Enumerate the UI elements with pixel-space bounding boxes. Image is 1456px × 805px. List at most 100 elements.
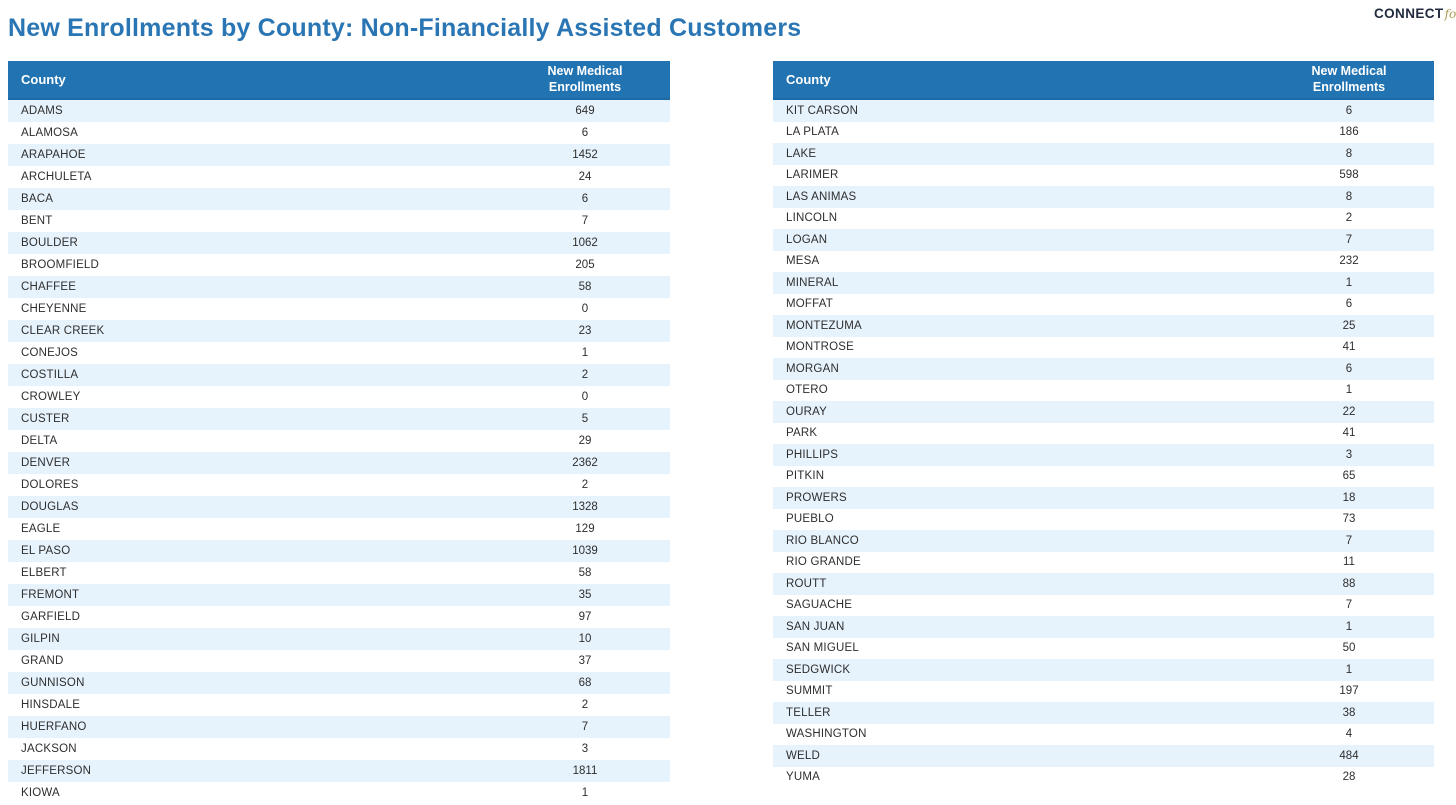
enrollment-value-cell: 58 xyxy=(578,281,592,293)
enrollment-value-cell: 11 xyxy=(1343,556,1355,569)
enrollment-value-cell: 2 xyxy=(581,699,589,711)
enrollment-value-cell: 7 xyxy=(581,215,589,227)
enrollment-value-cell: 41 xyxy=(1342,341,1356,354)
column-header-enrollments: New Medical Enrollments xyxy=(500,64,670,95)
enrollment-value-cell: 186 xyxy=(1339,126,1359,139)
county-name-cell: LARIMER xyxy=(786,169,839,182)
county-name-cell: BENT xyxy=(21,215,53,227)
county-name-cell: GARFIELD xyxy=(21,611,81,623)
enrollment-value-cell: 232 xyxy=(1339,255,1359,268)
table-row: CONEJOS 1 xyxy=(8,342,670,364)
table-row: CHEYENNE 0 xyxy=(8,298,670,320)
county-name-cell: WELD xyxy=(786,749,821,762)
enrollment-value-cell: 5 xyxy=(581,413,589,425)
county-name-cell: SUMMIT xyxy=(786,685,833,698)
county-name-cell: CHEYENNE xyxy=(21,303,87,315)
table-row: GRAND 37 xyxy=(8,650,670,672)
county-name-cell: BACA xyxy=(21,193,54,205)
county-name-cell: BROOMFIELD xyxy=(21,259,100,271)
enrollment-value-cell: 10 xyxy=(578,633,592,645)
table-row: PHILLIPS 3 xyxy=(773,444,1434,466)
county-name-cell: DOUGLAS xyxy=(21,501,79,513)
county-name-cell: PUEBLO xyxy=(786,513,834,526)
county-name-cell: KIT CARSON xyxy=(786,104,859,117)
county-name-cell: CLEAR CREEK xyxy=(21,325,105,337)
county-name-cell: HINSDALE xyxy=(21,699,81,711)
enrollment-value-cell: 8 xyxy=(1345,190,1353,203)
table-row: LINCOLN 2 xyxy=(773,208,1434,230)
page-title: New Enrollments by County: Non-Financial… xyxy=(8,14,802,42)
table-row: ELBERT 58 xyxy=(8,562,670,584)
table-row: CROWLEY 0 xyxy=(8,386,670,408)
table-row: TELLER 38 xyxy=(773,702,1434,724)
table-row: DELTA 29 xyxy=(8,430,670,452)
table-row: ROUTT 88 xyxy=(773,573,1434,595)
table-row: ARAPAHOE 1452 xyxy=(8,144,670,166)
enrollment-value-cell: 6 xyxy=(1345,104,1353,117)
county-name-cell: SAN JUAN xyxy=(786,620,845,633)
county-name-cell: HUERFANO xyxy=(21,721,87,733)
enrollment-value-cell: 1 xyxy=(1345,384,1353,397)
county-name-cell: LINCOLN xyxy=(786,212,838,225)
table-row: MONTEZUMA 25 xyxy=(773,315,1434,337)
county-name-cell: LAS ANIMAS xyxy=(786,190,857,203)
table-row: SAN MIGUEL 50 xyxy=(773,638,1434,660)
enrollment-value-cell: 6 xyxy=(581,127,589,139)
county-name-cell: ROUTT xyxy=(786,577,827,590)
table-row: MOFFAT 6 xyxy=(773,294,1434,316)
table-row: EL PASO 1039 xyxy=(8,540,670,562)
table-row: HUERFANO 7 xyxy=(8,716,670,738)
table-row: OURAY 22 xyxy=(773,401,1434,423)
enrollment-value-cell: 50 xyxy=(1342,642,1356,655)
table-row: COSTILLA 2 xyxy=(8,364,670,386)
table-row: RIO BLANCO 7 xyxy=(773,530,1434,552)
enrollment-value-cell: 97 xyxy=(578,611,592,623)
enrollment-value-cell: 68 xyxy=(578,677,592,689)
enrollment-value-cell: 1 xyxy=(581,347,589,359)
county-name-cell: MOFFAT xyxy=(786,298,833,311)
enrollment-value-cell: 6 xyxy=(1345,298,1353,311)
enrollment-value-cell: 1 xyxy=(581,787,589,799)
table-row: HINSDALE 2 xyxy=(8,694,670,716)
county-name-cell: EL PASO xyxy=(21,545,71,557)
logo-script-for: for xyxy=(1444,7,1456,21)
county-name-cell: PROWERS xyxy=(786,491,847,504)
county-name-cell: OTERO xyxy=(786,384,828,397)
enrollment-value-cell: 7 xyxy=(1345,233,1353,246)
table-row: SUMMIT 197 xyxy=(773,681,1434,703)
county-name-cell: PHILLIPS xyxy=(786,448,839,461)
enrollment-value-cell: 25 xyxy=(1342,319,1356,332)
table-row: YUMA 28 xyxy=(773,767,1434,789)
table-row: RIO GRANDE 11 xyxy=(773,552,1434,574)
enrollment-value-cell: 88 xyxy=(1342,577,1356,590)
column-header-enrollments-line1: New Medical xyxy=(547,63,623,78)
county-name-cell: CUSTER xyxy=(21,413,70,425)
county-name-cell: COSTILLA xyxy=(21,369,79,381)
enrollment-value-cell: 1452 xyxy=(572,149,598,161)
enrollment-value-cell: 2 xyxy=(581,369,589,381)
table-header: County New Medical Enrollments xyxy=(773,61,1434,100)
table-row: SAGUACHE 7 xyxy=(773,595,1434,617)
enrollment-value-cell: 3 xyxy=(581,743,589,755)
table-row: MORGAN 6 xyxy=(773,358,1434,380)
enrollment-value-cell: 1 xyxy=(1345,276,1353,289)
county-name-cell: WASHINGTON xyxy=(786,728,867,741)
county-name-cell: ARAPAHOE xyxy=(21,149,86,161)
enrollment-value-cell: 1811 xyxy=(572,765,598,777)
county-name-cell: RIO GRANDE xyxy=(786,556,861,569)
column-header-enrollments: New Medical Enrollments xyxy=(1264,64,1434,95)
enrollment-value-cell: 23 xyxy=(578,325,592,337)
county-name-cell: MONTROSE xyxy=(786,341,855,354)
county-name-cell: YUMA xyxy=(786,771,821,784)
county-name-cell: SAGUACHE xyxy=(786,599,853,612)
enrollment-value-cell: 197 xyxy=(1339,685,1359,698)
enrollment-value-cell: 649 xyxy=(575,105,595,117)
county-table-right: County New Medical Enrollments KIT CARSO… xyxy=(773,61,1434,788)
table-row: KIOWA 1 xyxy=(8,782,670,804)
column-header-county: County xyxy=(786,72,831,87)
county-name-cell: GILPIN xyxy=(21,633,60,645)
county-name-cell: SEDGWICK xyxy=(786,663,851,676)
table-row: BACA 6 xyxy=(8,188,670,210)
table-row: WELD 484 xyxy=(773,745,1434,767)
county-name-cell: CHAFFEE xyxy=(21,281,77,293)
